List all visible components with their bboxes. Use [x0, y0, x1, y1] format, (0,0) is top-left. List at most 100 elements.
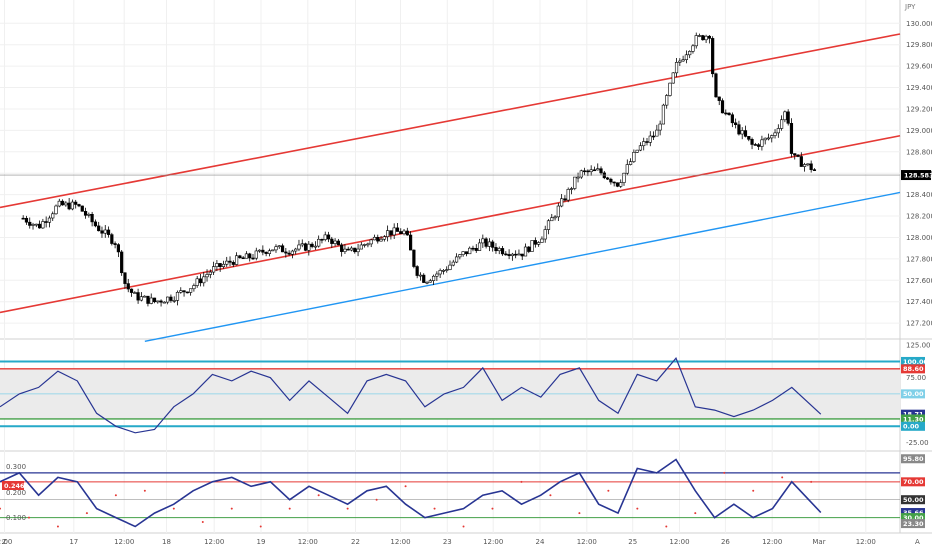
candle-body — [330, 238, 334, 244]
osc-signal-dot — [230, 507, 233, 510]
candle-body — [231, 261, 235, 265]
candle-body — [162, 301, 166, 304]
rsi-value-badge — [901, 414, 925, 424]
osc-signal-dot — [56, 525, 59, 528]
candle-body — [34, 223, 38, 226]
rsi-value-badge — [901, 421, 925, 431]
rsi-layer — [0, 357, 900, 434]
candle-body — [678, 60, 682, 63]
candle-body — [428, 280, 432, 283]
candle-body — [753, 144, 757, 146]
time-tick-label: 17 — [69, 538, 78, 546]
candle-body — [530, 240, 534, 252]
candle-body — [527, 246, 531, 252]
time-tick-label: 2:00 — [0, 538, 12, 546]
macd-layer — [0, 458, 900, 528]
candle-body — [789, 123, 794, 154]
candle-body — [356, 248, 360, 253]
candle-body — [60, 200, 65, 206]
candle-body — [757, 144, 761, 147]
osc-signal-dot — [723, 471, 726, 474]
candle-body — [786, 111, 790, 124]
price-tick-label: 129.600 — [906, 63, 932, 71]
price-pane[interactable] — [0, 0, 900, 338]
candle-body — [612, 181, 616, 184]
candle-body — [445, 269, 449, 271]
candle-body — [573, 176, 577, 189]
time-tick-label: 12:00 — [390, 538, 410, 546]
candle-body — [553, 216, 557, 219]
candle-body — [589, 169, 593, 173]
candle-body — [189, 288, 193, 293]
support-line — [144, 191, 901, 343]
candle-body — [628, 161, 633, 165]
candle-body — [707, 35, 711, 39]
candle-body — [120, 251, 124, 274]
candle-body — [704, 35, 708, 41]
candle-body — [80, 205, 84, 212]
time-tick-label: 12:00 — [856, 538, 876, 546]
price-layer — [0, 32, 901, 343]
time-tick-label: 12:00 — [577, 538, 597, 546]
macd-tick-label: 0.100 — [6, 514, 26, 522]
candle-body — [320, 238, 324, 241]
time-tick-label: 24 — [536, 538, 545, 546]
time-tick-label: 22 — [351, 538, 360, 546]
candle-body — [106, 229, 111, 235]
candle-body — [517, 253, 521, 256]
candle-body — [100, 230, 104, 234]
candle-body — [307, 243, 311, 251]
candle-body — [409, 234, 413, 251]
candle-body — [796, 154, 800, 157]
candle-body — [21, 217, 25, 220]
candle-body — [615, 182, 620, 187]
candle-body — [635, 149, 639, 153]
candle-body — [500, 248, 505, 255]
candle-body — [684, 54, 688, 60]
candle-body — [169, 296, 173, 301]
time-tick-label: 12:00 — [204, 538, 224, 546]
candle-body — [642, 141, 646, 147]
candle-body — [514, 253, 518, 256]
candle-body — [110, 234, 114, 244]
candle-body — [146, 295, 150, 304]
rsi-tick-label: 75.00 — [906, 374, 926, 382]
candle-body — [812, 169, 817, 171]
candle-body — [179, 290, 183, 293]
candle-body — [90, 213, 94, 223]
osc-signal-dot — [259, 525, 262, 528]
candle-body — [349, 247, 354, 251]
candle-body — [294, 248, 298, 252]
candle-body — [802, 164, 807, 167]
candle-body — [123, 272, 127, 284]
candle-body — [651, 135, 656, 138]
candle-body — [152, 297, 157, 303]
osc-signal-dot — [433, 507, 436, 510]
candle-body — [267, 250, 272, 254]
candle-body — [386, 230, 390, 238]
osc-badge-label: 70.00 — [903, 478, 924, 486]
rsi-badge-label: 100.00 — [903, 358, 929, 366]
candle-body — [481, 238, 485, 244]
candle-body — [212, 266, 216, 273]
candle-body — [648, 135, 652, 143]
rsi-line — [0, 357, 822, 434]
candle-body — [747, 136, 751, 140]
candle-body — [674, 62, 679, 74]
osc-line — [0, 458, 822, 528]
osc-signal-dot — [172, 507, 175, 510]
candle-body — [113, 243, 117, 245]
macd-pane[interactable] — [0, 452, 900, 532]
candle-body — [103, 229, 107, 234]
time-tick-label: 26 — [721, 538, 730, 546]
osc-badge-label: 23.30 — [903, 520, 924, 528]
candle-body — [333, 240, 337, 244]
candle-body — [248, 253, 252, 259]
candle-body — [57, 200, 61, 207]
candle-body — [609, 178, 613, 183]
candle-body — [218, 263, 222, 267]
time-tick-label: 18 — [162, 538, 171, 546]
candle-body — [133, 292, 137, 294]
candle-body — [379, 238, 383, 242]
